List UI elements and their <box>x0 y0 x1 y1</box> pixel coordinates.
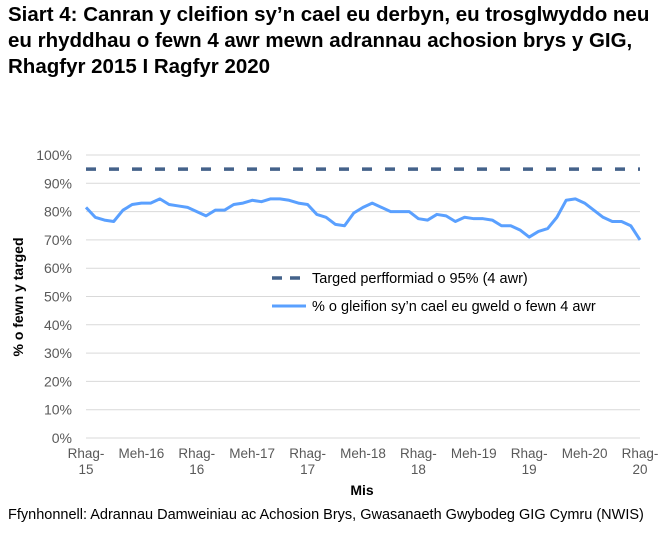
y-tick-label: 20% <box>44 373 72 389</box>
y-tick-label: 90% <box>44 175 72 191</box>
x-tick-label: Meh-19 <box>451 446 497 461</box>
x-tick-label: 15 <box>78 462 93 477</box>
x-tick-label: Meh-18 <box>340 446 386 461</box>
x-tick-label: Meh-16 <box>119 446 165 461</box>
y-tick-label: 40% <box>44 317 72 333</box>
y-tick-label: 100% <box>36 147 72 163</box>
y-tick-label: 0% <box>52 430 72 446</box>
x-tick-label: Meh-20 <box>562 446 608 461</box>
x-tick-label: Meh-17 <box>229 446 275 461</box>
source-note: Ffynhonnell: Adrannau Damweiniau ac Acho… <box>8 507 644 523</box>
x-tick-label: 19 <box>522 462 537 477</box>
legend-label-series: % o gleifion sy’n cael eu gweld o fewn 4… <box>312 299 596 315</box>
chart-title: Siart 4: Canran y cleifion sy’n cael eu … <box>8 3 650 78</box>
x-tick-label: Rhag- <box>68 446 105 461</box>
y-tick-label: 70% <box>44 232 72 248</box>
series-line <box>84 197 642 241</box>
x-tick-label: Rhag- <box>511 446 548 461</box>
y-tick-label: 30% <box>44 345 72 361</box>
x-tick-label: 16 <box>189 462 204 477</box>
x-tick-label: Rhag- <box>622 446 659 461</box>
x-tick-label: Rhag- <box>400 446 437 461</box>
x-tick-label: 18 <box>411 462 426 477</box>
x-tick-label: 17 <box>300 462 315 477</box>
x-tick-label: 20 <box>632 462 647 477</box>
x-tick-label: Rhag- <box>289 446 326 461</box>
y-tick-label: 80% <box>44 204 72 220</box>
y-tick-label: 50% <box>44 289 72 305</box>
y-axis-label: % o fewn y targed <box>10 237 26 356</box>
x-tick-label: Rhag- <box>178 446 215 461</box>
y-tick-label: 10% <box>44 402 72 418</box>
x-axis-label: Mis <box>350 482 374 498</box>
legend-label-target: Targed perfformiad o 95% (4 awr) <box>312 271 528 287</box>
y-tick-label: 60% <box>44 260 72 276</box>
